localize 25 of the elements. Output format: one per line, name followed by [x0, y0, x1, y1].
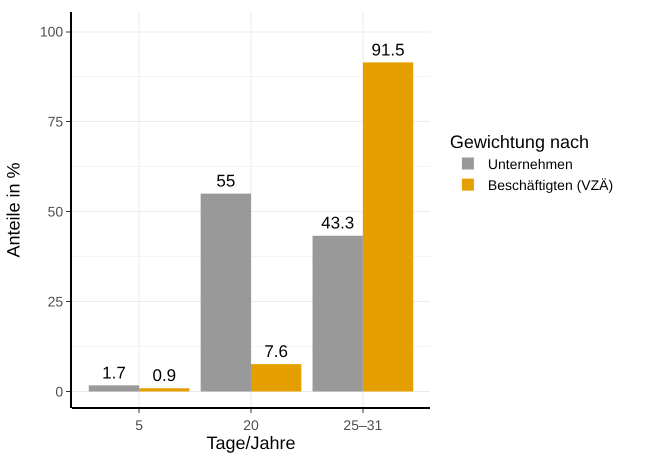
legend-label: Unternehmen	[488, 156, 573, 172]
x-tick-label: 20	[243, 416, 259, 433]
data-label: 55	[216, 172, 236, 191]
y-tick-label: 50	[48, 204, 64, 220]
y-tick-label: 100	[40, 24, 64, 40]
bar	[251, 364, 302, 392]
bar	[139, 388, 190, 392]
x-tick-label: 5	[135, 416, 144, 433]
bar	[88, 385, 140, 392]
y-axis-title: Anteile in %	[4, 162, 24, 258]
data-label: 43.3	[321, 214, 354, 233]
data-label: 1.7	[102, 363, 126, 382]
bar	[312, 236, 363, 392]
x-axis-title: Tage/Jahre	[206, 432, 296, 453]
y-tick-label: 25	[48, 293, 64, 310]
data-label: 7.6	[264, 342, 288, 362]
y-tick-label: 75	[48, 114, 64, 130]
data-label: 91.5	[372, 40, 405, 60]
legend-label: Beschäftigten (VZÄ)	[488, 177, 614, 194]
x-tick-label: 25–31	[343, 416, 383, 433]
legend-title: Gewichtung nach	[450, 132, 589, 152]
bar	[200, 194, 251, 392]
bar	[362, 62, 414, 392]
data-label: 0.9	[152, 366, 176, 386]
y-tick-label: 0	[55, 383, 64, 400]
